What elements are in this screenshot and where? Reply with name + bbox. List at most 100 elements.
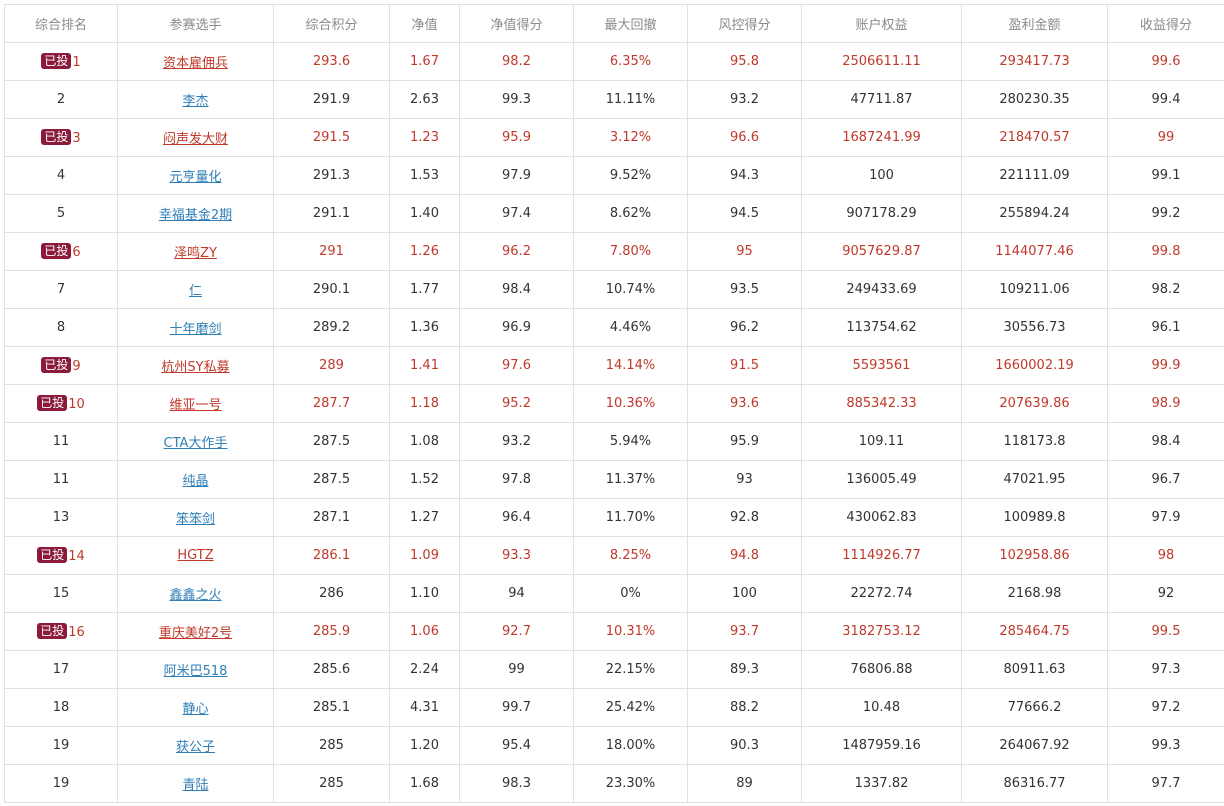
cell-player: 青陆 bbox=[117, 764, 274, 803]
cell-return-score: 99.8 bbox=[1107, 232, 1224, 271]
cell-profit: 77666.2 bbox=[961, 688, 1108, 727]
cell-nav-score: 93.2 bbox=[459, 422, 574, 461]
cell-max-drawdown: 22.15% bbox=[573, 650, 688, 689]
player-link[interactable]: 纯晶 bbox=[182, 474, 209, 489]
cell-return-score: 96.1 bbox=[1107, 308, 1224, 347]
cell-nav: 1.26 bbox=[389, 232, 460, 271]
cell-risk-score: 91.5 bbox=[687, 346, 802, 385]
player-link[interactable]: 闷声发大财 bbox=[162, 132, 228, 147]
rank-value: 18 bbox=[52, 700, 70, 715]
cell-risk-score: 94.3 bbox=[687, 156, 802, 195]
player-link[interactable]: CTA大作手 bbox=[163, 436, 228, 451]
cell-rank: 已投 9 bbox=[4, 346, 118, 385]
column-header-score[interactable]: 综合积分 bbox=[273, 4, 390, 43]
cell-nav-score: 97.4 bbox=[459, 194, 574, 233]
player-link[interactable]: 杭州SY私募 bbox=[161, 360, 230, 375]
cell-equity: 430062.83 bbox=[801, 498, 962, 537]
cell-nav-score: 99.7 bbox=[459, 688, 574, 727]
player-link[interactable]: 十年磨剑 bbox=[169, 322, 222, 337]
player-link[interactable]: 笨笨剑 bbox=[175, 512, 215, 527]
column-header-max-drawdown[interactable]: 最大回撤 bbox=[573, 4, 688, 43]
cell-max-drawdown: 0% bbox=[573, 574, 688, 613]
table-row: 已投 1 资本雇佣兵 293.6 1.67 98.2 6.35% 95.8 2506611.11… bbox=[4, 42, 1224, 81]
cell-equity: 10.48 bbox=[801, 688, 962, 727]
player-link[interactable]: 获公子 bbox=[175, 740, 215, 755]
rank-value: 17 bbox=[52, 662, 70, 677]
column-header-equity[interactable]: 账户权益 bbox=[801, 4, 962, 43]
cell-return-score: 99.1 bbox=[1107, 156, 1224, 195]
column-header-rank[interactable]: 综合排名 bbox=[4, 4, 118, 43]
cell-max-drawdown: 3.12% bbox=[573, 118, 688, 157]
cell-profit: 30556.73 bbox=[961, 308, 1108, 347]
cell-equity: 47711.87 bbox=[801, 80, 962, 119]
table-row: 已投 9 杭州SY私募 289 1.41 97.6 14.14% 91.5 5593561 166… bbox=[4, 346, 1224, 385]
cell-player: 杭州SY私募 bbox=[117, 346, 274, 385]
cell-player: 静心 bbox=[117, 688, 274, 727]
cell-nav: 1.41 bbox=[389, 346, 460, 385]
cell-profit: 1144077.46 bbox=[961, 232, 1108, 271]
cell-max-drawdown: 11.37% bbox=[573, 460, 688, 499]
column-header-nav-score[interactable]: 净值得分 bbox=[459, 4, 574, 43]
player-link[interactable]: HGTZ bbox=[177, 548, 214, 563]
cell-risk-score: 89 bbox=[687, 764, 802, 803]
cell-risk-score: 93.5 bbox=[687, 270, 802, 309]
table-row: 已投 6 泽鸣ZY 291 1.26 96.2 7.80% 95 9057629.87 11440… bbox=[4, 232, 1224, 271]
ranking-table-container: 综合排名 参赛选手 综合积分 净值 净值得分 最大回撤 风控得分 账户权益 盈利金额 收益得分 已… bbox=[4, 4, 1224, 806]
cell-nav: 1.06 bbox=[389, 612, 460, 651]
rank-value: 6 bbox=[72, 245, 81, 260]
cell-nav-score: 97.8 bbox=[459, 460, 574, 499]
cell-player: CTA大作手 bbox=[117, 422, 274, 461]
cell-rank: 已投 6 bbox=[4, 232, 118, 271]
player-link[interactable]: 重庆美好2号 bbox=[158, 626, 233, 641]
cell-score: 286.1 bbox=[273, 536, 390, 575]
cell-max-drawdown: 4.46% bbox=[573, 308, 688, 347]
column-header-nav[interactable]: 净值 bbox=[389, 4, 460, 43]
player-link[interactable]: 维亚一号 bbox=[169, 398, 222, 413]
player-link[interactable]: 仁 bbox=[188, 284, 202, 299]
cell-equity: 109.11 bbox=[801, 422, 962, 461]
column-header-profit[interactable]: 盈利金额 bbox=[961, 4, 1108, 43]
player-link[interactable]: 元亨量化 bbox=[169, 170, 222, 185]
cell-nav-score: 98.4 bbox=[459, 270, 574, 309]
cell-player: 获公子 bbox=[117, 726, 274, 765]
rank-value: 11 bbox=[52, 434, 70, 449]
column-header-player[interactable]: 参赛选手 bbox=[117, 4, 274, 43]
cell-player: 重庆美好2号 bbox=[117, 612, 274, 651]
player-link[interactable]: 资本雇佣兵 bbox=[162, 56, 228, 71]
player-link[interactable]: 阿米巴518 bbox=[163, 664, 228, 679]
cell-nav-score: 99.3 bbox=[459, 80, 574, 119]
table-row: 13 笨笨剑 287.1 1.27 96.4 11.70% 92.8 430062.83 100… bbox=[4, 498, 1224, 537]
cell-equity: 885342.33 bbox=[801, 384, 962, 423]
player-link[interactable]: 青陆 bbox=[182, 778, 209, 793]
cell-return-score: 99.5 bbox=[1107, 612, 1224, 651]
cell-return-score: 97.7 bbox=[1107, 764, 1224, 803]
cell-return-score: 97.2 bbox=[1107, 688, 1224, 727]
cell-nav-score: 95.9 bbox=[459, 118, 574, 157]
player-link[interactable]: 鑫鑫之火 bbox=[169, 588, 222, 603]
cell-nav-score: 95.2 bbox=[459, 384, 574, 423]
cell-rank: 2 bbox=[4, 80, 118, 119]
cell-score: 285.6 bbox=[273, 650, 390, 689]
cell-return-score: 97.3 bbox=[1107, 650, 1224, 689]
column-header-risk-score[interactable]: 风控得分 bbox=[687, 4, 802, 43]
column-header-return-score[interactable]: 收益得分 bbox=[1107, 4, 1224, 43]
cell-profit: 80911.63 bbox=[961, 650, 1108, 689]
cell-risk-score: 94.5 bbox=[687, 194, 802, 233]
rank-value: 9 bbox=[72, 359, 81, 374]
cell-equity: 1337.82 bbox=[801, 764, 962, 803]
cell-max-drawdown: 10.74% bbox=[573, 270, 688, 309]
cell-nav-score: 96.2 bbox=[459, 232, 574, 271]
cell-profit: 47021.95 bbox=[961, 460, 1108, 499]
player-link[interactable]: 李杰 bbox=[182, 94, 209, 109]
cell-player: 闷声发大财 bbox=[117, 118, 274, 157]
cell-nav-score: 97.6 bbox=[459, 346, 574, 385]
player-link[interactable]: 静心 bbox=[182, 702, 209, 717]
player-link[interactable]: 幸福基金2期 bbox=[158, 208, 233, 223]
table-row: 5 幸福基金2期 291.1 1.40 97.4 8.62% 94.5 907178.29 25… bbox=[4, 194, 1224, 233]
cell-nav: 1.20 bbox=[389, 726, 460, 765]
cell-equity: 113754.62 bbox=[801, 308, 962, 347]
table-row: 15 鑫鑫之火 286 1.10 94 0% 100 22272.74 2168.98 92 bbox=[4, 574, 1224, 613]
cell-risk-score: 93.2 bbox=[687, 80, 802, 119]
player-link[interactable]: 泽鸣ZY bbox=[174, 246, 217, 261]
cell-max-drawdown: 5.94% bbox=[573, 422, 688, 461]
